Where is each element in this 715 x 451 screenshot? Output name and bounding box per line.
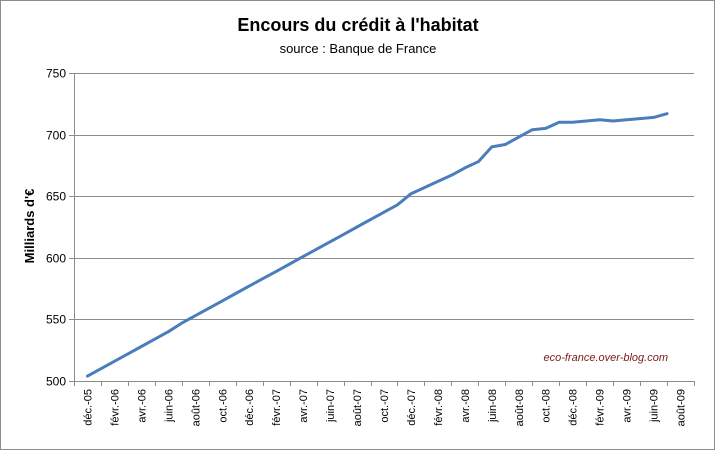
data-point: [652, 116, 655, 119]
data-point: [86, 374, 89, 378]
x-tick-label: avr.-09: [622, 389, 634, 423]
x-tick-label: avr.-08: [460, 389, 472, 423]
x-tick-label: déc.-06: [244, 389, 256, 426]
data-point: [665, 112, 669, 115]
data-point: [207, 307, 210, 310]
chart-title: Encours du crédit à l'habitat: [237, 15, 478, 35]
x-tick-label: août-09: [676, 389, 688, 426]
data-point: [490, 145, 493, 149]
data-point: [126, 352, 130, 356]
x-tick-label: févr.-07: [271, 389, 283, 426]
x-tick-label: oct.-08: [541, 389, 553, 423]
x-tick-label: juin-08: [487, 389, 499, 423]
data-point: [558, 121, 561, 124]
y-tick-label: 700: [46, 129, 66, 143]
data-point: [517, 135, 520, 139]
data-point: [369, 218, 372, 221]
series-layer: [86, 112, 669, 378]
y-tick-label: 750: [46, 67, 66, 81]
data-point: [261, 277, 264, 280]
data-point: [275, 270, 278, 273]
x-tick-label: juin-07: [325, 389, 337, 423]
data-point: [221, 299, 224, 303]
data-point: [638, 117, 642, 120]
data-point: [180, 321, 183, 325]
data-point: [598, 118, 601, 122]
data-point: [301, 255, 305, 258]
y-tick-label: 600: [46, 252, 66, 266]
x-tick-label: août-07: [352, 389, 364, 426]
data-point: [315, 248, 318, 251]
data-point: [571, 121, 574, 124]
data-point: [167, 330, 170, 333]
data-point: [153, 337, 157, 341]
data-point: [463, 166, 467, 170]
y-tick-label: 500: [46, 375, 66, 389]
y-axis-label: Milliards d'€: [22, 189, 37, 264]
x-tick-label: oct.-07: [379, 389, 391, 423]
data-point: [436, 180, 440, 183]
x-tick-label: févr.-06: [109, 389, 121, 426]
data-point: [504, 143, 507, 146]
data-point: [234, 292, 237, 295]
x-tick-label: déc.-07: [406, 389, 418, 426]
series-line: [86, 112, 669, 378]
source-annotation: eco-france.over-blog.com: [543, 352, 668, 364]
y-tick-label: 550: [46, 313, 66, 327]
x-tick-label: déc.-08: [568, 389, 580, 426]
y-tick-label: 650: [46, 190, 66, 204]
data-point: [140, 345, 143, 348]
data-point: [382, 211, 386, 214]
data-point: [450, 174, 453, 177]
data-point: [342, 233, 345, 236]
data-point: [396, 203, 399, 206]
data-point: [288, 262, 291, 266]
data-point: [625, 118, 628, 122]
y-tick-labels: 500 550 600 650 700 750: [46, 67, 66, 389]
data-point: [423, 186, 426, 189]
data-point: [477, 160, 480, 163]
data-point: [328, 240, 332, 243]
chart-subtitle: source : Banque de France: [280, 41, 437, 56]
data-point: [585, 119, 588, 123]
x-tick-label: juin-09: [649, 389, 661, 423]
data-point: [611, 119, 615, 123]
x-tick-label: févr.-09: [595, 389, 607, 426]
x-tick-label: avr.-07: [298, 389, 310, 423]
data-point: [355, 225, 359, 229]
data-point: [544, 127, 547, 130]
data-point: [248, 284, 251, 288]
data-point: [194, 314, 197, 317]
x-tick-label: août-08: [514, 389, 526, 426]
axes: [74, 73, 695, 386]
data-point: [99, 367, 103, 370]
x-tick-label: juin-06: [163, 389, 175, 423]
x-tick-label: avr.-06: [136, 389, 148, 423]
data-point: [113, 360, 116, 363]
x-tick-label: févr.-08: [433, 389, 445, 426]
x-tick-label: oct.-06: [217, 389, 229, 423]
x-tick-label: août-06: [190, 389, 202, 426]
data-point: [531, 128, 534, 131]
x-tick-label: déc.-05: [82, 389, 94, 426]
x-tick-labels: déc.-05 févr.-06 avr.-06 juin-06 août-06 oct.…: [82, 389, 687, 426]
data-point: [409, 192, 413, 195]
